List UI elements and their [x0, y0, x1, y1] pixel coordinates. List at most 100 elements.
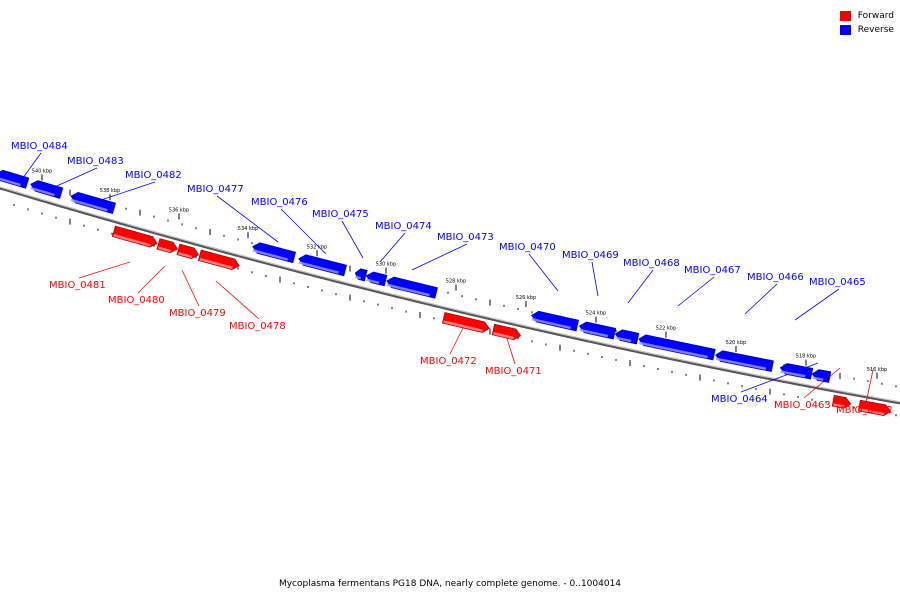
gene-arrow[interactable]: [365, 270, 388, 287]
gene-arrow-shade: [157, 246, 172, 253]
gene-label[interactable]: MBIO_0465: [809, 277, 866, 288]
gene-mbio-0475[interactable]: [354, 268, 368, 282]
label-leader: [181, 269, 200, 307]
gene-mbio-0483[interactable]: [29, 179, 64, 199]
gene-label[interactable]: MBIO_0483: [67, 156, 124, 167]
gene-label[interactable]: MBIO_0478: [229, 321, 286, 332]
gene-arrow-shade: [493, 332, 515, 340]
gene-label[interactable]: MBIO_0469: [562, 250, 619, 261]
gene-arrow-shade: [579, 328, 609, 338]
gene-label[interactable]: MBIO_0470: [499, 242, 556, 253]
label-leader: [411, 243, 468, 271]
gene-arrow[interactable]: [197, 249, 240, 271]
gene-label[interactable]: MBIO_0479: [169, 308, 226, 319]
gene-label[interactable]: MBIO_0482: [125, 170, 182, 181]
gene-mbio-0473[interactable]: [385, 276, 438, 299]
label-leader: [341, 220, 364, 259]
gene-arrow[interactable]: [442, 312, 490, 334]
gene-label[interactable]: MBIO_0477: [187, 184, 244, 195]
gene-mbio-0462[interactable]: [857, 399, 892, 417]
label-leader: [215, 280, 260, 320]
scale-label: 530 kbp: [376, 262, 396, 268]
gene-mbio-0465[interactable]: [779, 362, 814, 380]
label-leader: [865, 369, 874, 404]
gene-arrow-shade: [113, 233, 151, 247]
gene-mbio-0463[interactable]: [831, 394, 852, 409]
gene-mbio-0484[interactable]: [0, 168, 30, 189]
label-leader: [78, 261, 131, 279]
label-leader: [449, 327, 464, 355]
label-leader: [591, 261, 599, 297]
gene-label[interactable]: MBIO_0471: [485, 366, 542, 377]
gene-arrow-shade: [30, 186, 55, 197]
label-leader: [794, 288, 840, 321]
gene-arrow[interactable]: [614, 328, 640, 345]
gene-label[interactable]: MBIO_0474: [375, 221, 432, 232]
gene-mbio-0466[interactable]: [714, 350, 774, 372]
gene-label[interactable]: MBIO_0481: [49, 280, 106, 291]
gene-mbio-0479[interactable]: [176, 243, 200, 260]
gene-features: [0, 168, 892, 417]
gene-arrow-shade: [638, 341, 708, 359]
gene-mbio-0478[interactable]: [197, 249, 240, 271]
gene-mbio-0467[interactable]: [638, 334, 716, 361]
gene-label[interactable]: MBIO_0466: [747, 272, 804, 283]
gene-arrow-shade: [298, 261, 339, 274]
gene-label[interactable]: MBIO_0464: [711, 394, 768, 405]
gene-mbio-0468[interactable]: [614, 328, 640, 345]
gene-mbio-0464[interactable]: [811, 368, 832, 383]
gene-mbio-0480[interactable]: [156, 238, 179, 255]
gene-label[interactable]: MBIO_0473: [437, 232, 494, 243]
backbone-highlight: [0, 186, 900, 403]
scale-label: 516 kbp: [867, 367, 887, 373]
label-leader: [627, 269, 654, 304]
gene-arrow[interactable]: [0, 168, 30, 189]
gene-mbio-0482[interactable]: [69, 191, 117, 215]
gene-label[interactable]: MBIO_0480: [108, 295, 165, 306]
gene-mbio-0476[interactable]: [297, 253, 347, 277]
gene-label[interactable]: MBIO_0462: [836, 405, 893, 416]
backbone-line: [0, 186, 900, 405]
gene-arrow-shade: [252, 249, 288, 261]
genome-backbone: [0, 186, 900, 405]
gene-label[interactable]: MBIO_0475: [312, 209, 369, 220]
label-leader: [744, 283, 778, 315]
scale-label: 536 kbp: [169, 208, 189, 214]
gene-arrow[interactable]: [111, 225, 158, 249]
gene-mbio-0477[interactable]: [251, 241, 297, 264]
gene-mbio-0469[interactable]: [578, 321, 617, 340]
gene-arrow-shade: [531, 317, 572, 330]
label-leader: [49, 167, 98, 190]
gene-label[interactable]: MBIO_0472: [420, 356, 477, 367]
label-leader: [379, 232, 406, 263]
gene-arrow[interactable]: [176, 243, 200, 260]
gene-label[interactable]: MBIO_0468: [623, 258, 680, 269]
gene-label[interactable]: MBIO_0463: [774, 400, 831, 411]
scale-label: 540 kbp: [32, 168, 52, 174]
gene-mbio-0472[interactable]: [442, 312, 490, 334]
gene-label[interactable]: MBIO_0476: [251, 197, 308, 208]
gene-label[interactable]: MBIO_0484: [11, 141, 68, 152]
gene-label[interactable]: MBIO_0467: [684, 265, 741, 276]
scale-label: 534 kbp: [238, 226, 258, 232]
scale-label: 538 kbp: [100, 188, 120, 194]
gene-arrow-shade: [715, 357, 767, 370]
gene-arrow-shade: [0, 176, 21, 187]
gene-arrow-shade: [443, 320, 483, 333]
legend: Forward Reverse: [839, 9, 894, 37]
gene-arrow-shade: [780, 370, 806, 378]
gene-mbio-0470[interactable]: [530, 310, 579, 332]
gene-arrow[interactable]: [156, 238, 179, 255]
gene-arrow[interactable]: [354, 268, 368, 282]
gene-labels: MBIO_0484MBIO_0483MBIO_0482MBIO_0481MBIO…: [11, 141, 893, 416]
label-leader: [803, 367, 841, 399]
legend-reverse: Reverse: [839, 23, 894, 37]
reverse-swatch: [839, 25, 851, 35]
gene-mbio-0471[interactable]: [491, 323, 522, 341]
legend-forward-label: Forward: [857, 11, 894, 21]
gene-mbio-0474[interactable]: [365, 270, 388, 287]
gene-mbio-0481[interactable]: [111, 225, 158, 249]
scale-label: 526 kbp: [516, 295, 536, 301]
label-leader: [280, 208, 327, 255]
genome-caption: Mycoplasma fermentans PG18 DNA, nearly c…: [278, 579, 622, 589]
